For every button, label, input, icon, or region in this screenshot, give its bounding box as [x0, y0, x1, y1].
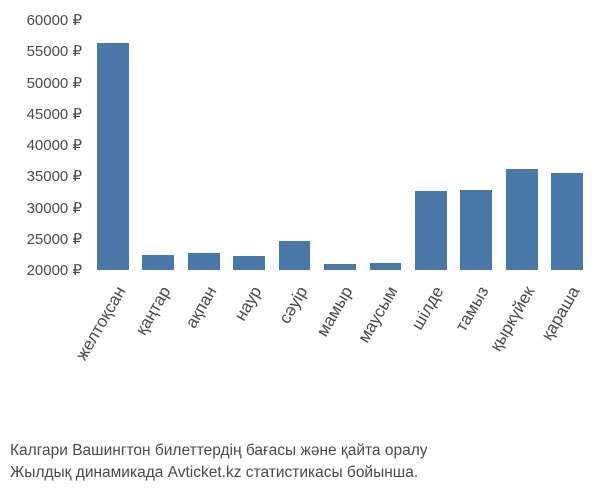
caption-line-1: Калгари Вашингтон билеттердің бағасы жән…: [10, 440, 590, 462]
x-label-slot: желтоқсан: [90, 275, 135, 430]
bar-slot: [499, 20, 544, 270]
bar-slot: [226, 20, 271, 270]
bar: [279, 241, 311, 270]
y-tick-label: 45000 ₽: [27, 105, 82, 123]
x-tick-label: сәуір: [275, 283, 312, 327]
x-tick-label: мамыр: [313, 283, 358, 340]
bar: [551, 173, 583, 271]
bar-slot: [272, 20, 317, 270]
bar: [324, 264, 356, 270]
plot-area: [90, 20, 590, 270]
bar-slot: [317, 20, 362, 270]
x-label-slot: тамыз: [454, 275, 499, 430]
x-label-slot: қыркүйек: [499, 275, 544, 430]
bar: [415, 191, 447, 270]
bar: [460, 190, 492, 270]
x-label-slot: қараша: [545, 275, 590, 430]
x-tick-label: қараша: [538, 283, 585, 344]
x-tick-label: ақпан: [181, 283, 221, 332]
bar-slot: [408, 20, 453, 270]
bar: [233, 256, 265, 270]
bar-slot: [181, 20, 226, 270]
bar: [188, 253, 220, 270]
x-tick-label: маусым: [355, 283, 403, 346]
x-tick-label: шілде: [408, 283, 449, 333]
bar: [97, 43, 129, 271]
x-label-slot: шілде: [408, 275, 453, 430]
x-label-slot: қаңтар: [135, 275, 180, 430]
y-tick-label: 25000 ₽: [27, 230, 82, 248]
bar-slot: [454, 20, 499, 270]
x-label-slot: наур: [226, 275, 271, 430]
y-tick-label: 30000 ₽: [27, 199, 82, 217]
x-label-slot: ақпан: [181, 275, 226, 430]
x-tick-label: қаңтар: [132, 283, 176, 339]
caption-line-2: Жылдық динамикада Avticket.kz статистика…: [10, 462, 590, 484]
x-label-slot: мамыр: [317, 275, 362, 430]
bars-container: [90, 20, 590, 270]
bar-slot: [363, 20, 408, 270]
x-axis-labels: желтоқсанқаңтарақпан наурсәуірмамырмаусым…: [90, 275, 590, 430]
y-axis: 20000 ₽25000 ₽30000 ₽35000 ₽40000 ₽45000…: [0, 20, 90, 270]
chart-caption: Калгари Вашингтон билеттердің бағасы жән…: [10, 440, 590, 483]
y-tick-label: 20000 ₽: [27, 261, 82, 279]
bar-slot: [545, 20, 590, 270]
y-tick-label: 50000 ₽: [27, 74, 82, 92]
x-tick-label: тамыз: [452, 283, 494, 335]
y-tick-label: 55000 ₽: [27, 42, 82, 60]
y-tick-label: 35000 ₽: [27, 167, 82, 185]
x-label-slot: сәуір: [272, 275, 317, 430]
bar: [370, 263, 402, 270]
bar-slot: [90, 20, 135, 270]
y-tick-label: 60000 ₽: [27, 11, 82, 29]
price-bar-chart: 20000 ₽ 25000 ₽ 30000 ₽ 35000 ₽ 40000 ₽ 45000…: [0, 0, 600, 430]
x-tick-label: желтоқсан: [72, 283, 130, 364]
bar: [142, 255, 174, 270]
x-tick-label: наур: [231, 283, 267, 325]
bar-slot: [135, 20, 180, 270]
y-tick-label: 40000 ₽: [27, 136, 82, 154]
x-label-slot: маусым: [363, 275, 408, 430]
bar: [506, 169, 538, 270]
